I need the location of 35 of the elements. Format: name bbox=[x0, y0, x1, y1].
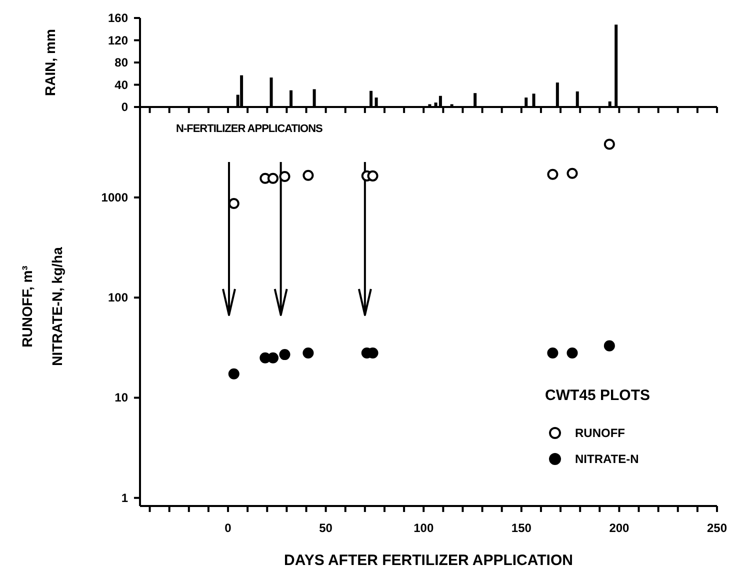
y-tick-label: 40 bbox=[114, 78, 128, 92]
point bbox=[267, 172, 279, 184]
point bbox=[604, 138, 615, 150]
y-tick-label: 0 bbox=[121, 100, 128, 114]
point bbox=[302, 347, 314, 358]
legend-label: NITRATE-N bbox=[575, 452, 639, 466]
y-tick-label: 160 bbox=[108, 11, 128, 25]
x-tick-label: 0 bbox=[224, 521, 232, 535]
point bbox=[566, 168, 578, 179]
point bbox=[228, 368, 240, 380]
x-tick-label: 50 bbox=[319, 521, 333, 535]
point bbox=[367, 170, 378, 182]
x-tick-label: 100 bbox=[414, 521, 434, 535]
point bbox=[547, 168, 558, 180]
y-tick-label: 1 bbox=[121, 490, 128, 505]
y-tick-label: 1000 bbox=[101, 190, 128, 204]
x-tick-label: 200 bbox=[609, 521, 630, 535]
point bbox=[604, 340, 615, 352]
point bbox=[566, 347, 578, 358]
x-tick-label: 150 bbox=[511, 521, 532, 535]
point bbox=[279, 170, 290, 182]
x-axis-title: DAYS AFTER FERTILIZER APPLICATION bbox=[284, 552, 573, 569]
y-tick-label: 120 bbox=[108, 33, 128, 48]
y-axis-title: RUNOFF, m³ NITRATE-N, kg/ha bbox=[19, 246, 65, 366]
legend-label: RUNOFF bbox=[575, 426, 625, 440]
annotation: N-FERTILIZER APPLICATIONS bbox=[176, 123, 322, 135]
legend-title: CWT45 PLOTS bbox=[545, 387, 650, 404]
x-tick-label: 250 bbox=[706, 521, 728, 535]
point bbox=[547, 347, 558, 358]
point bbox=[279, 349, 290, 360]
point bbox=[302, 170, 314, 181]
y-tick-label: 80 bbox=[114, 56, 128, 70]
y-tick-label: 10 bbox=[114, 390, 128, 405]
y-tick-label: 100 bbox=[108, 290, 128, 305]
y-axis-title: RAIN, mm bbox=[42, 29, 58, 96]
